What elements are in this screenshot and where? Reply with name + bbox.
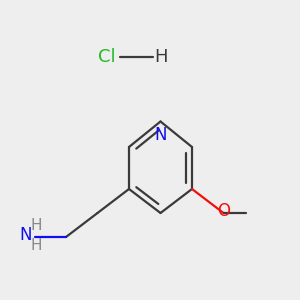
Text: N: N (154, 126, 167, 144)
Text: H: H (30, 218, 42, 232)
Text: H: H (154, 48, 167, 66)
Text: H: H (30, 238, 42, 253)
Text: Cl: Cl (98, 48, 115, 66)
Text: N: N (19, 226, 32, 244)
Text: O: O (217, 202, 230, 220)
